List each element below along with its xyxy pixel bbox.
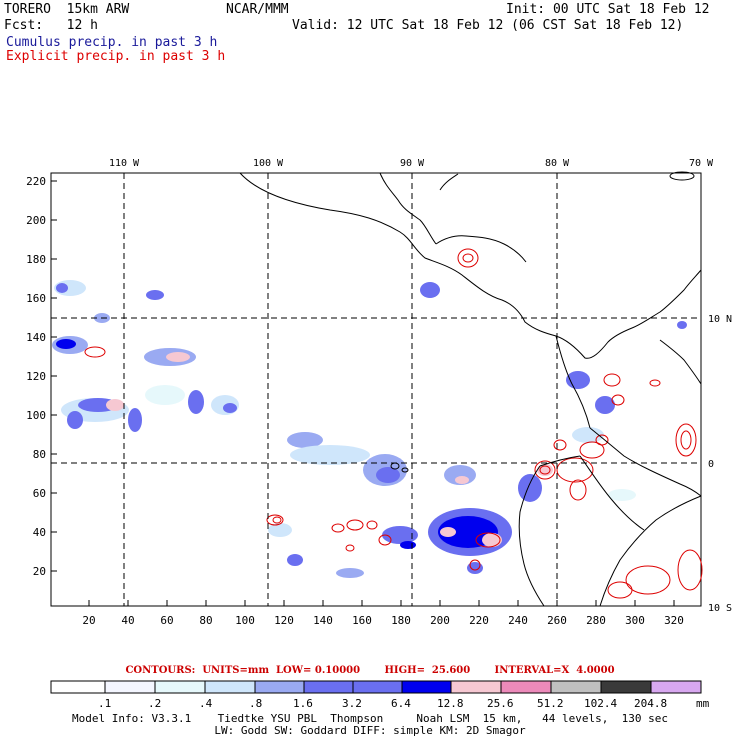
y-tick-label: 220 [26,175,46,188]
y-tick-label: 80 [33,448,46,461]
valid-time: Valid: 12 UTC Sat 18 Feb 12 (06 CST Sat … [292,18,684,33]
x-tick-label: 100 [235,614,255,627]
lon-label-90w: 90 W [400,158,425,169]
colorbar-swatch [254,680,305,694]
x-tick-label: 20 [82,614,95,627]
center-label: NCAR/MMM [226,2,289,17]
forecast-hour: Fcst: 12 h [4,18,98,33]
model-info-line1: Model Info: V3.3.1 Tiedtke YSU PBL Thomp… [71,712,669,725]
y-axis-ticks [51,180,57,572]
colorbar-swatch [650,680,702,694]
graticule [51,173,701,606]
colorbar-label: 204.8 [634,697,668,710]
colorbar-swatch [204,680,256,694]
lat-label-10n: 10 N [708,314,732,325]
x-tick-label: 220 [469,614,489,627]
lat-label-0: 0 [708,459,714,470]
colorbar-label: .8 [249,697,263,710]
colorbar [50,680,702,694]
colorbar-swatch [303,680,354,694]
y-tick-label: 200 [26,214,46,227]
x-tick-label: 120 [274,614,294,627]
x-tick-label: 320 [664,614,684,627]
explicit-precip-contours [84,248,703,599]
colorbar-swatch [104,680,156,694]
x-tick-label: 260 [547,614,567,627]
legend-cumulus: Cumulus precip. in past 3 h [6,35,218,50]
coastlines [239,171,702,607]
colorbar-swatch [352,680,403,694]
lat-label-10s: 10 S [708,603,732,614]
y-tick-label: 20 [33,565,46,578]
y-tick-label: 140 [26,331,46,344]
colorbar-label: 25.6 [487,697,514,710]
colorbar-swatch [550,680,602,694]
colorbar-swatch [450,680,502,694]
lon-label-80w: 80 W [545,158,570,169]
y-tick-label: 100 [26,409,46,422]
colorbar-label: 51.2 [537,697,564,710]
y-tick-label: 180 [26,253,46,266]
colorbar-label: .1 [98,697,112,710]
lon-label-100w: 100 W [253,158,284,169]
init-time: Init: 00 UTC Sat 18 Feb 12 [506,2,710,17]
x-tick-label: 280 [586,614,606,627]
colorbar-unit: mm [696,697,710,710]
y-tick-label: 120 [26,370,46,383]
lon-label-70w: 70 W [689,158,714,169]
x-tick-label: 60 [160,614,173,627]
colorbar-label: 12.8 [437,697,464,710]
legend-explicit: Explicit precip. in past 3 h [6,49,226,64]
x-axis-ticks [88,600,675,606]
colorbar-swatch [50,680,106,694]
colorbar-swatch [600,680,652,694]
colorbar-swatch [154,680,206,694]
x-tick-label: 240 [508,614,528,627]
x-tick-label: 200 [430,614,450,627]
x-tick-label: 140 [313,614,333,627]
model-info-line2: LW: Godd SW: Goddard DIFF: simple KM: 2D… [214,724,526,737]
colorbar-label: 3.2 [342,697,362,710]
colorbar-label: 1.6 [293,697,313,710]
y-tick-label: 160 [26,292,46,305]
colorbar-label: .4 [199,697,213,710]
y-tick-label: 60 [33,487,46,500]
colorbar-swatch [500,680,552,694]
colorbar-label: 102.4 [584,697,618,710]
colorbar-label: .2 [148,697,162,710]
y-tick-label: 40 [33,526,46,539]
x-tick-label: 180 [391,614,411,627]
colorbar-label: 6.4 [391,697,411,710]
x-tick-label: 160 [352,614,372,627]
x-tick-label: 300 [625,614,645,627]
colorbar-swatch [401,680,452,694]
x-tick-label: 80 [199,614,212,627]
title: TORERO 15km ARW [4,2,130,17]
lon-label-110w: 110 W [109,158,140,169]
contour-info: CONTOURS: UNITS=mm LOW= 0.10000 HIGH= 25… [125,665,615,676]
cumulus-precip-areas [52,280,687,578]
x-tick-label: 40 [121,614,134,627]
